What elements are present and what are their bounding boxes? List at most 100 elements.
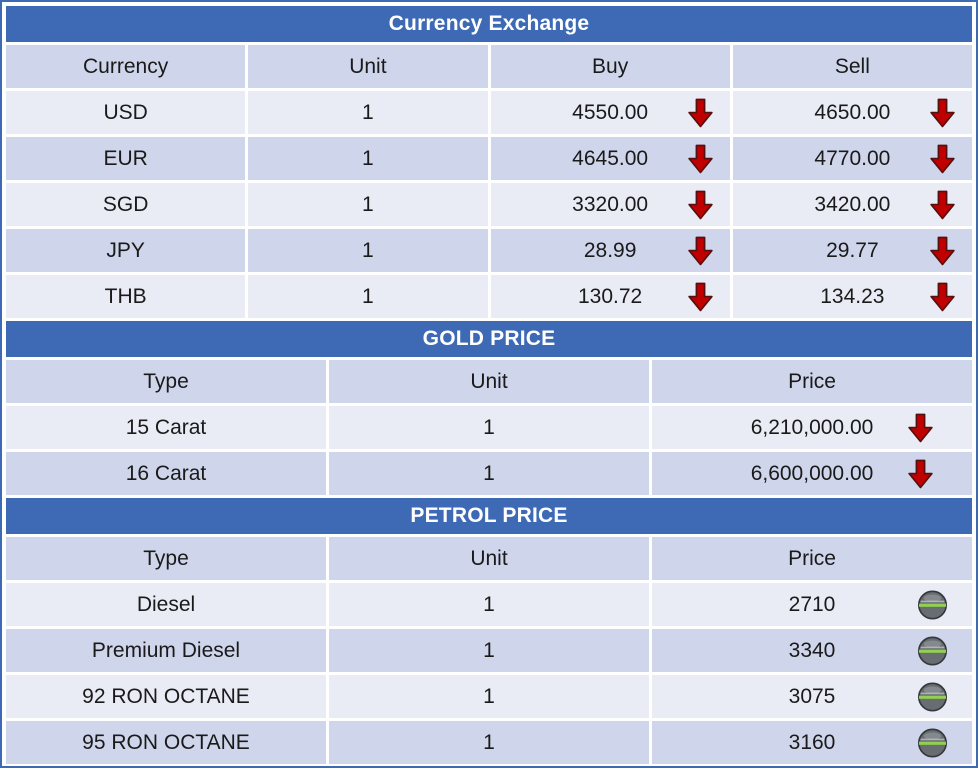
petrol-unit: 1 <box>329 629 649 672</box>
steady-icon <box>917 727 948 759</box>
gold-price-section: GOLD PRICE Type Unit Price 15 Carat 1 6,… <box>6 321 972 495</box>
price-value: 3075 <box>788 684 836 708</box>
column-header-unit: Unit <box>248 45 488 88</box>
column-header-unit: Unit <box>329 537 649 580</box>
gold-unit: 1 <box>329 406 649 449</box>
sell-value: 134.23 <box>820 284 885 308</box>
sell-value: 4770.00 <box>814 146 891 170</box>
buy-cell: 130.72 <box>490 275 730 318</box>
sell-cell: 4770.00 <box>732 137 972 180</box>
buy-value: 28.99 <box>583 238 637 262</box>
price-value: 3160 <box>788 730 836 754</box>
price-cell: 3075 <box>652 675 972 718</box>
petrol-unit: 1 <box>329 583 649 626</box>
gold-header-row: Type Unit Price <box>6 360 972 403</box>
column-header-unit: Unit <box>329 360 649 403</box>
currency-code: EUR <box>6 137 246 180</box>
steady-icon <box>917 681 948 713</box>
column-header-price: Price <box>652 360 972 403</box>
table-row-95-ron-octane: 95 RON OCTANE 1 3160 <box>6 721 972 764</box>
price-value: 3340 <box>788 638 836 662</box>
sell-cell: 29.77 <box>732 229 972 272</box>
table-row-16-carat: 16 Carat 1 6,600,000.00 <box>6 452 972 495</box>
column-header-type: Type <box>6 360 326 403</box>
price-cell: 6,210,000.00 <box>652 406 972 449</box>
down-arrow-icon <box>929 236 956 266</box>
sell-value: 3420.00 <box>814 192 891 216</box>
currency-code: USD <box>6 91 246 134</box>
petrol-price-section: PETROL PRICE Type Unit Price Diesel 1 27… <box>6 498 972 764</box>
buy-cell: 28.99 <box>490 229 730 272</box>
down-arrow-icon <box>687 236 714 266</box>
petrol-header-row: Type Unit Price <box>6 537 972 580</box>
currency-section-title-bar: Currency Exchange <box>6 6 972 42</box>
price-value: 2710 <box>788 592 836 616</box>
down-arrow-icon <box>687 282 714 312</box>
down-arrow-icon <box>907 459 934 489</box>
column-header-buy: Buy <box>490 45 730 88</box>
column-header-price: Price <box>652 537 972 580</box>
currency-exchange-section: Currency Exchange Currency Unit Buy Sell… <box>6 6 972 318</box>
currency-unit: 1 <box>248 183 488 226</box>
gold-unit: 1 <box>329 452 649 495</box>
buy-cell: 3320.00 <box>490 183 730 226</box>
sell-cell: 3420.00 <box>732 183 972 226</box>
currency-code: THB <box>6 275 246 318</box>
column-header-sell: Sell <box>732 45 972 88</box>
column-header-type: Type <box>6 537 326 580</box>
down-arrow-icon <box>929 98 956 128</box>
table-row-eur: EUR 1 4645.00 4770.00 <box>6 137 972 180</box>
sell-value: 4650.00 <box>814 100 891 124</box>
currency-unit: 1 <box>248 137 488 180</box>
price-cell: 6,600,000.00 <box>652 452 972 495</box>
down-arrow-icon <box>907 413 934 443</box>
gold-section-title-bar: GOLD PRICE <box>6 321 972 357</box>
petrol-type: Diesel <box>6 583 326 626</box>
currency-code: SGD <box>6 183 246 226</box>
steady-icon <box>917 635 948 667</box>
table-row-jpy: JPY 1 28.99 29.77 <box>6 229 972 272</box>
sell-cell: 4650.00 <box>732 91 972 134</box>
table-row-premium-diesel: Premium Diesel 1 3340 <box>6 629 972 672</box>
buy-value: 130.72 <box>578 284 643 308</box>
down-arrow-icon <box>929 144 956 174</box>
table-row-diesel: Diesel 1 2710 <box>6 583 972 626</box>
buy-value: 3320.00 <box>572 192 649 216</box>
petrol-type: Premium Diesel <box>6 629 326 672</box>
down-arrow-icon <box>929 282 956 312</box>
table-row-92-ron-octane: 92 RON OCTANE 1 3075 <box>6 675 972 718</box>
currency-unit: 1 <box>248 91 488 134</box>
sell-value: 29.77 <box>826 238 879 262</box>
currency-header-row: Currency Unit Buy Sell <box>6 45 972 88</box>
price-cell: 3340 <box>652 629 972 672</box>
currency-unit: 1 <box>248 275 488 318</box>
down-arrow-icon <box>687 190 714 220</box>
buy-value: 4645.00 <box>572 146 649 170</box>
down-arrow-icon <box>929 190 956 220</box>
currency-unit: 1 <box>248 229 488 272</box>
price-cell: 3160 <box>652 721 972 764</box>
column-header-currency: Currency <box>6 45 246 88</box>
sell-cell: 134.23 <box>732 275 972 318</box>
gold-type: 16 Carat <box>6 452 326 495</box>
currency-code: JPY <box>6 229 246 272</box>
table-row-sgd: SGD 1 3320.00 3420.00 <box>6 183 972 226</box>
steady-icon <box>917 589 948 621</box>
gold-section-title: GOLD PRICE <box>422 327 556 350</box>
petrol-section-title: PETROL PRICE <box>410 504 568 527</box>
down-arrow-icon <box>687 144 714 174</box>
buy-cell: 4645.00 <box>490 137 730 180</box>
gold-type: 15 Carat <box>6 406 326 449</box>
buy-value: 4550.00 <box>572 100 649 124</box>
table-row-15-carat: 15 Carat 1 6,210,000.00 <box>6 406 972 449</box>
down-arrow-icon <box>687 98 714 128</box>
petrol-section-title-bar: PETROL PRICE <box>6 498 972 534</box>
petrol-type: 92 RON OCTANE <box>6 675 326 718</box>
petrol-unit: 1 <box>329 675 649 718</box>
petrol-type: 95 RON OCTANE <box>6 721 326 764</box>
petrol-unit: 1 <box>329 721 649 764</box>
price-cell: 2710 <box>652 583 972 626</box>
table-row-usd: USD 1 4550.00 4650.00 <box>6 91 972 134</box>
buy-cell: 4550.00 <box>490 91 730 134</box>
